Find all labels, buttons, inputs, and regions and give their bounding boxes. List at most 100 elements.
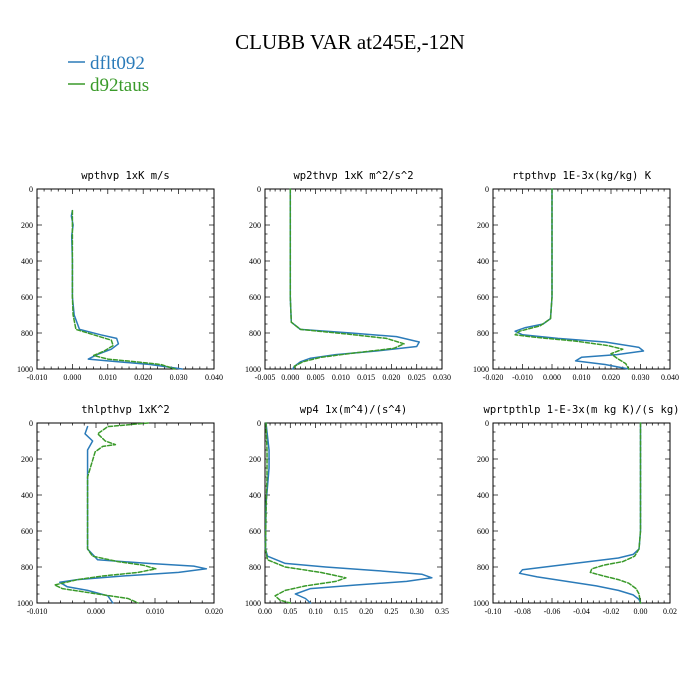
- y-tick-label: 600: [21, 293, 33, 302]
- x-tick-label: 0.000: [281, 373, 299, 382]
- x-tick-label: 0.005: [307, 373, 325, 382]
- x-tick-label: -0.010: [27, 373, 48, 382]
- panel-title: wp2thvp 1xK m^2/s^2: [293, 170, 413, 182]
- panel-4: thlpthvp 1xK^2 -0.010 0.000 0.010 0.020 0 200 4…: [17, 404, 223, 616]
- y-tick-label: 1000: [17, 599, 33, 608]
- y-tick-label: 400: [477, 257, 489, 266]
- x-tick-label: 0.10: [309, 607, 323, 616]
- legend-label-dflt092: dflt092: [90, 53, 145, 74]
- series-line-dflt092: [70, 209, 183, 370]
- series-line-dflt092: [518, 422, 642, 604]
- panel-1: wpthvp 1xK m/s -0.010 0.000 0.010 0.020 0.030…: [17, 170, 223, 382]
- y-tick-label: 0: [485, 185, 489, 194]
- x-tick-label: 0.000: [87, 607, 105, 616]
- x-tick-label: -0.02: [603, 607, 620, 616]
- series-line-dflt092: [59, 425, 208, 604]
- plot-frame: [36, 188, 215, 370]
- series-line-d92taus: [264, 422, 347, 604]
- y-tick-label: 400: [249, 257, 261, 266]
- figure-title: CLUBB VAR at245E,-12N: [235, 30, 465, 54]
- x-tick-label: 0.05: [283, 607, 297, 616]
- y-tick-label: 600: [21, 527, 33, 536]
- x-tick-label: 0.040: [205, 373, 223, 382]
- y-tick-label: 400: [477, 491, 489, 500]
- x-tick-label: 0.020: [205, 607, 223, 616]
- x-tick-label: 0.030: [632, 373, 650, 382]
- x-tick-label: 0.010: [332, 373, 350, 382]
- y-tick-label: 0: [257, 419, 261, 428]
- x-tick-label: -0.04: [573, 607, 590, 616]
- series-line-d92taus: [589, 422, 642, 604]
- y-tick-label: 1000: [473, 599, 489, 608]
- x-tick-label: -0.08: [514, 607, 531, 616]
- y-tick-label: 800: [477, 563, 489, 572]
- x-tick-label: 0.25: [384, 607, 398, 616]
- x-tick-label: 0.030: [170, 373, 188, 382]
- x-tick-label: -0.010: [512, 373, 533, 382]
- series-line-d92taus: [289, 188, 405, 370]
- y-tick-label: 200: [249, 455, 261, 464]
- y-tick-label: 0: [485, 419, 489, 428]
- x-tick-label: 0.010: [99, 373, 117, 382]
- x-tick-label: -0.010: [27, 607, 48, 616]
- x-tick-label: 0.040: [661, 373, 679, 382]
- y-tick-label: 200: [249, 221, 261, 230]
- panel-6: wprtpthlp 1-E-3x(m kg K)/(s kg) -0.10 -0.0…: [473, 404, 679, 616]
- x-tick-label: 0.020: [382, 373, 400, 382]
- x-tick-label: 0.35: [435, 607, 449, 616]
- x-tick-label: -0.06: [544, 607, 561, 616]
- x-tick-label: -0.005: [255, 373, 276, 382]
- y-tick-label: 1000: [17, 365, 33, 374]
- legend: dflt092 d92taus: [68, 53, 149, 96]
- x-tick-label: 0.020: [134, 373, 152, 382]
- y-tick-label: 400: [21, 257, 33, 266]
- plot-frame: [264, 422, 443, 604]
- x-tick-label: 0.030: [433, 373, 451, 382]
- x-tick-label: 0.15: [334, 607, 348, 616]
- x-tick-label: 0.20: [359, 607, 373, 616]
- panel-2: wp2thvp 1xK m^2/s^2 -0.005 0.000 0.005 0.010…: [245, 170, 451, 382]
- y-tick-label: 200: [21, 455, 33, 464]
- y-tick-label: 200: [477, 221, 489, 230]
- y-tick-label: 1000: [245, 365, 261, 374]
- y-tick-label: 600: [477, 293, 489, 302]
- series-line-d92taus: [514, 188, 630, 370]
- y-tick-label: 0: [29, 419, 33, 428]
- panel-title: rtpthvp 1E-3x(kg/kg) K: [512, 170, 652, 182]
- x-tick-label: 0.00: [258, 607, 272, 616]
- y-tick-label: 0: [29, 185, 33, 194]
- y-tick-label: 400: [21, 491, 33, 500]
- y-tick-label: 600: [249, 527, 261, 536]
- y-tick-label: 1000: [245, 599, 261, 608]
- x-tick-label: 0.000: [543, 373, 561, 382]
- plot-frame: [492, 422, 671, 604]
- x-tick-label: 0.010: [146, 607, 164, 616]
- y-tick-label: 600: [477, 527, 489, 536]
- panel-3: rtpthvp 1E-3x(kg/kg) K -0.020 -0.010 0.000 0…: [473, 170, 679, 382]
- panel-title: thlpthvp 1xK^2: [81, 404, 170, 416]
- legend-label-d92taus: d92taus: [90, 75, 149, 96]
- y-tick-label: 1000: [473, 365, 489, 374]
- series-line-dflt092: [264, 422, 433, 604]
- series-line-dflt092: [289, 188, 420, 370]
- x-tick-label: 0.025: [408, 373, 426, 382]
- y-tick-label: 800: [249, 329, 261, 338]
- x-tick-label: -0.020: [483, 373, 504, 382]
- y-tick-label: 200: [21, 221, 33, 230]
- panel-5: wp4 1x(m^4)/(s^4) 0.00 0.05 0.10 0.15 0.20 0.2…: [245, 404, 449, 616]
- x-tick-label: 0.00: [634, 607, 648, 616]
- y-tick-label: 600: [249, 293, 261, 302]
- y-tick-label: 800: [21, 563, 33, 572]
- plot-frame: [264, 188, 443, 370]
- x-tick-label: 0.02: [663, 607, 677, 616]
- panel-title: wprtpthlp 1-E-3x(m kg K)/(s kg): [484, 404, 680, 416]
- panel-title: wpthvp 1xK m/s: [81, 170, 170, 182]
- x-tick-label: 0.010: [573, 373, 591, 382]
- x-tick-label: 0.020: [602, 373, 620, 382]
- y-tick-label: 400: [249, 491, 261, 500]
- series-line-d92taus: [71, 209, 176, 370]
- x-tick-label: 0.015: [357, 373, 375, 382]
- panel-title: wp4 1x(m^4)/(s^4): [300, 404, 407, 416]
- x-tick-label: 0.30: [410, 607, 424, 616]
